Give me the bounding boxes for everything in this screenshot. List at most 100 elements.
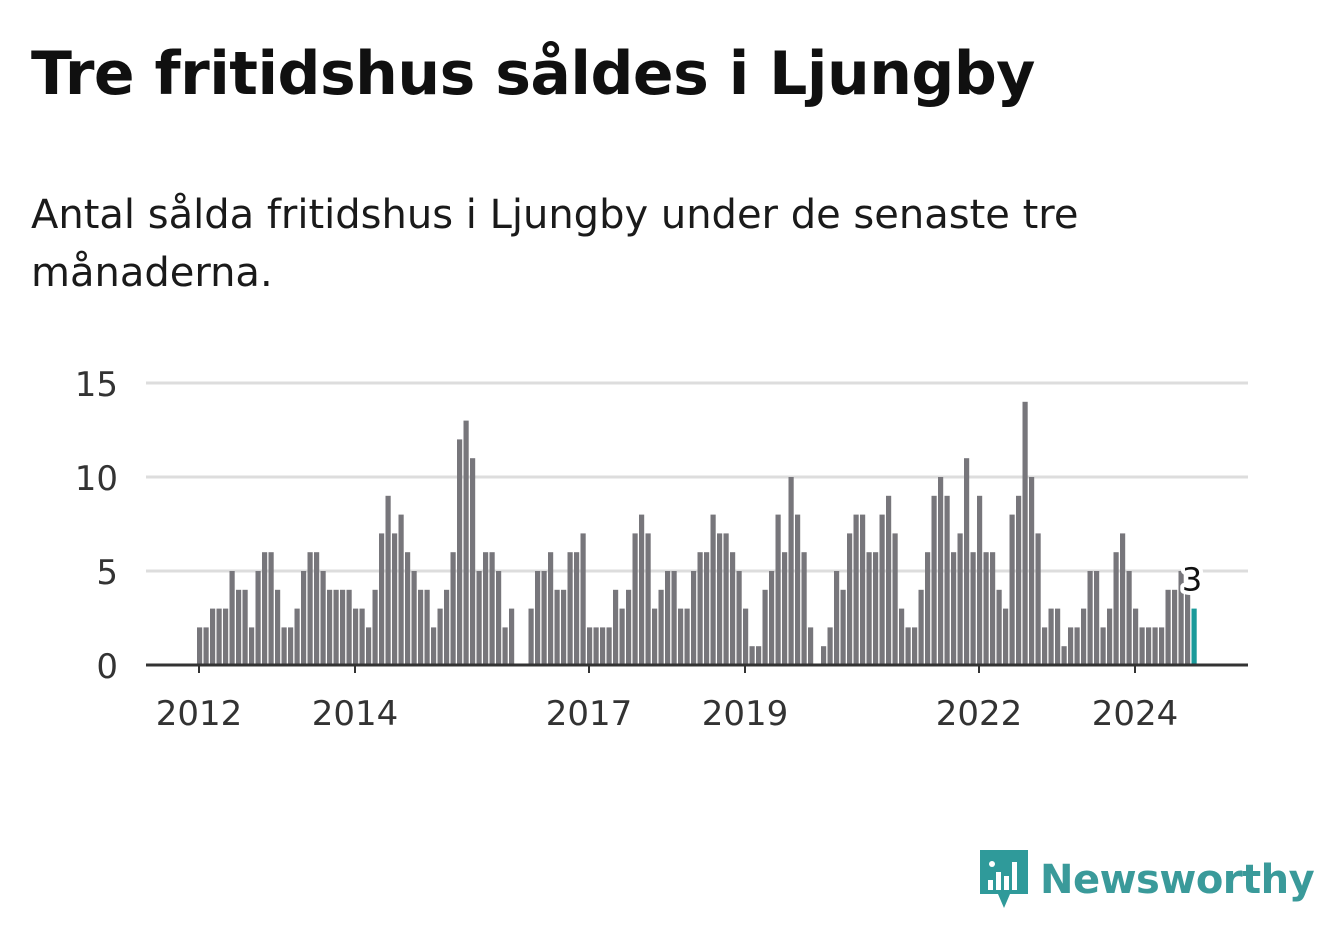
bar <box>671 571 677 665</box>
y-tick-label: 15 <box>75 365 118 405</box>
bar <box>288 627 294 665</box>
bar <box>853 514 859 665</box>
bar <box>340 589 346 665</box>
bar <box>385 495 391 665</box>
bar <box>262 552 268 665</box>
bar <box>710 514 716 665</box>
bar <box>749 646 755 665</box>
bar <box>528 608 534 665</box>
bar <box>418 589 424 665</box>
bar <box>834 571 840 665</box>
bar <box>548 552 554 665</box>
bar <box>944 495 950 665</box>
bar <box>379 533 385 665</box>
bar <box>684 608 690 665</box>
bar <box>496 571 502 665</box>
bar <box>1035 533 1041 665</box>
bar <box>489 552 495 665</box>
bar <box>873 552 879 665</box>
bar <box>788 477 794 665</box>
bar <box>1048 608 1054 665</box>
bar <box>411 571 417 665</box>
bar <box>938 477 944 665</box>
bar <box>879 514 885 665</box>
bar <box>281 627 287 665</box>
x-tick-label: 2014 <box>312 694 399 734</box>
bar <box>1081 608 1087 665</box>
bar <box>996 589 1002 665</box>
bar <box>821 646 827 665</box>
bar <box>892 533 898 665</box>
x-tick-label: 2017 <box>546 694 633 734</box>
bar <box>372 589 378 665</box>
bar <box>1100 627 1106 665</box>
bar <box>457 439 463 665</box>
bar <box>1042 627 1048 665</box>
bar <box>431 627 437 665</box>
bar <box>1152 627 1158 665</box>
bar <box>1009 514 1015 665</box>
bar <box>1055 608 1061 665</box>
bar <box>983 552 989 665</box>
bar <box>197 627 203 665</box>
data-label: 3 <box>1182 561 1202 599</box>
bar <box>639 514 645 665</box>
bar <box>1061 646 1067 665</box>
bar <box>229 571 235 665</box>
bar <box>1068 627 1074 665</box>
bar <box>840 589 846 665</box>
bar <box>236 589 242 665</box>
bar <box>470 458 476 665</box>
bar <box>437 608 443 665</box>
bar <box>905 627 911 665</box>
bar <box>275 589 281 665</box>
bar <box>483 552 489 665</box>
bar <box>249 627 255 665</box>
bar <box>1003 608 1009 665</box>
bar <box>1165 589 1171 665</box>
bar <box>645 533 651 665</box>
bar <box>307 552 313 665</box>
bar <box>775 514 781 665</box>
bar <box>899 608 905 665</box>
bar <box>320 571 326 665</box>
bar <box>665 571 671 665</box>
bar <box>613 589 619 665</box>
bar <box>1185 589 1191 665</box>
bar <box>587 627 593 665</box>
bar <box>743 608 749 665</box>
bar <box>697 552 703 665</box>
bar <box>1107 608 1113 665</box>
bar <box>1146 627 1152 665</box>
bar <box>359 608 365 665</box>
newsworthy-logo-icon <box>980 850 1028 908</box>
bar <box>216 608 222 665</box>
bar <box>294 608 300 665</box>
bar <box>210 608 216 665</box>
bar <box>554 589 560 665</box>
bar <box>268 552 274 665</box>
bar <box>769 571 775 665</box>
bar <box>723 533 729 665</box>
bar <box>255 571 261 665</box>
bar <box>886 495 892 665</box>
chart-subtitle: Antal sålda fritidshus i Ljungby under d… <box>31 192 1079 296</box>
chart-title: Tre fritidshus såldes i Ljungby <box>31 39 1035 109</box>
bar <box>860 514 866 665</box>
bar <box>405 552 411 665</box>
bar <box>1159 627 1165 665</box>
bar <box>392 533 398 665</box>
bar <box>964 458 970 665</box>
bar <box>509 608 515 665</box>
bar <box>1094 571 1100 665</box>
bar <box>808 627 814 665</box>
brand-name: Newsworthy <box>1040 857 1315 903</box>
bar <box>463 420 469 665</box>
bar <box>977 495 983 665</box>
bar <box>1133 608 1139 665</box>
bar <box>736 571 742 665</box>
bar <box>730 552 736 665</box>
bar <box>424 589 430 665</box>
y-tick-label: 10 <box>75 459 118 499</box>
brand-logo[interactable]: Newsworthy <box>980 850 1315 910</box>
